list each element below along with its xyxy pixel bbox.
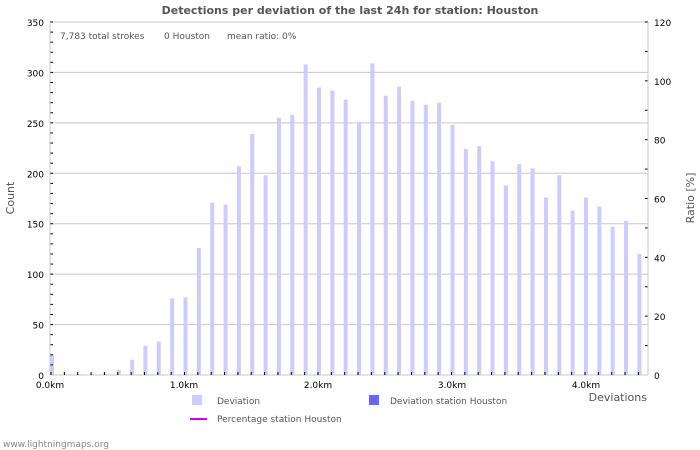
y-tick-label: 350 bbox=[27, 19, 44, 29]
bar-deviation bbox=[263, 175, 268, 375]
y-tick-label: 0 bbox=[38, 372, 44, 382]
bar-deviation bbox=[557, 175, 562, 375]
bar-deviation bbox=[290, 114, 295, 375]
bar-deviation bbox=[597, 206, 602, 375]
chart-title: Detections per deviation of the last 24h… bbox=[162, 4, 539, 17]
bar-deviation bbox=[397, 86, 402, 375]
bar-deviation bbox=[370, 63, 375, 375]
bar-deviation bbox=[130, 359, 135, 375]
y2-tick-label: 60 bbox=[654, 196, 666, 206]
bar-deviation bbox=[423, 104, 428, 376]
axes: 0 50 100 150 200 250 300 350 0 20 40 60 80 100 120 0.0k… bbox=[27, 19, 672, 391]
legend-swatch-deviation-station bbox=[369, 395, 379, 405]
bar-deviation bbox=[236, 166, 241, 375]
y-tick-label: 100 bbox=[27, 271, 44, 281]
y-tick-label: 150 bbox=[27, 221, 44, 231]
bar-deviation bbox=[76, 373, 81, 375]
legend-label-deviation: Deviation bbox=[217, 397, 260, 407]
bar-deviation bbox=[250, 133, 255, 375]
y-tick-label: 200 bbox=[27, 170, 44, 180]
bar-deviation bbox=[410, 100, 415, 375]
y-axis-label: Count bbox=[4, 181, 17, 214]
bar-deviation bbox=[450, 124, 455, 375]
info-ratio: mean ratio: 0% bbox=[227, 32, 297, 42]
footer-link[interactable]: www.lightningmaps.org bbox=[3, 440, 109, 450]
info-total: 7,783 total strokes bbox=[60, 32, 145, 42]
y2-tick-label: 40 bbox=[654, 254, 666, 264]
legend-swatch-deviation bbox=[192, 395, 202, 405]
bar-deviation bbox=[637, 253, 642, 375]
bar-deviation bbox=[357, 121, 362, 375]
bar-deviation bbox=[437, 102, 442, 375]
bar-deviation bbox=[303, 64, 308, 376]
x-tick-label: 3.0km bbox=[438, 381, 466, 391]
bar-deviation bbox=[90, 373, 95, 375]
y2-tick-label: 100 bbox=[654, 78, 671, 88]
bar-deviation bbox=[490, 161, 495, 375]
bar-deviation bbox=[584, 197, 588, 375]
y-tick-label: 250 bbox=[27, 120, 44, 130]
bar-deviation bbox=[503, 185, 508, 375]
x-tick-label: 2.0km bbox=[304, 381, 332, 391]
bars bbox=[50, 63, 642, 376]
x-axis-label: Deviations bbox=[589, 391, 648, 404]
y-tick-label: 50 bbox=[33, 322, 45, 332]
bar-deviation bbox=[477, 146, 482, 375]
bar-deviation bbox=[624, 220, 629, 375]
y2-tick-label: 0 bbox=[654, 372, 660, 382]
bar-deviation bbox=[183, 297, 188, 375]
y2-tick-label: 20 bbox=[654, 313, 666, 323]
bar-deviation bbox=[210, 202, 215, 375]
bar-deviation bbox=[116, 369, 121, 375]
bar-deviation bbox=[317, 87, 321, 376]
y2-axis-label: Ratio [%] bbox=[684, 173, 697, 224]
x-tick-label: 1.0km bbox=[170, 381, 198, 391]
bar-deviation bbox=[517, 164, 522, 375]
bar-deviation bbox=[383, 95, 388, 375]
bar-deviation bbox=[610, 226, 615, 375]
bar-deviation bbox=[223, 204, 228, 375]
bar-deviation bbox=[196, 247, 201, 375]
bar-deviation bbox=[143, 345, 148, 375]
bar-deviation bbox=[103, 373, 108, 375]
bar-deviation bbox=[530, 168, 535, 375]
legend-label-deviation-station: Deviation station Houston bbox=[390, 397, 507, 407]
bar-deviation bbox=[170, 298, 175, 375]
bar-deviation bbox=[330, 90, 335, 375]
info-station: 0 Houston bbox=[164, 32, 210, 42]
x-tick-label: 0.0km bbox=[36, 381, 64, 391]
bar-deviation bbox=[543, 197, 548, 375]
y2-tick-label: 80 bbox=[654, 137, 666, 147]
bar-deviation bbox=[276, 117, 281, 376]
bar-deviation bbox=[343, 99, 348, 375]
x-tick-label: 4.0km bbox=[572, 381, 600, 391]
y-tick-label: 300 bbox=[27, 69, 44, 79]
y2-tick-label: 120 bbox=[654, 19, 671, 29]
bar-deviation bbox=[156, 341, 161, 375]
bar-deviation bbox=[463, 149, 468, 375]
grid bbox=[50, 21, 648, 376]
bar-deviation bbox=[570, 210, 575, 375]
legend-label-percentage: Percentage station Houston bbox=[217, 415, 342, 425]
